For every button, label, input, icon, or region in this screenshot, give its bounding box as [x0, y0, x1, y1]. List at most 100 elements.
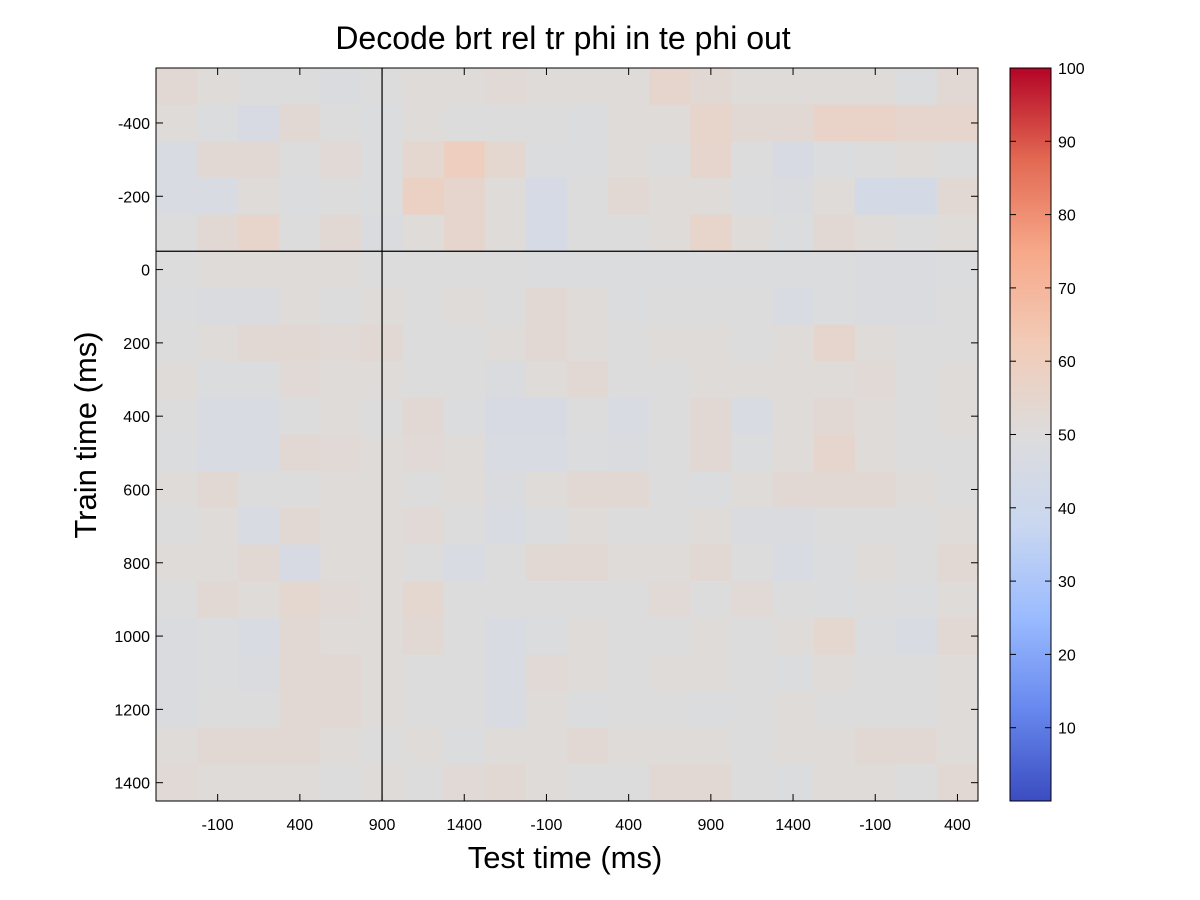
heatmap-cell: [690, 324, 732, 362]
heatmap-cell: [525, 361, 568, 399]
heatmap-cell: [608, 471, 650, 509]
heatmap-cell: [649, 507, 691, 546]
heatmap-cell: [731, 544, 774, 582]
heatmap-cell: [895, 544, 938, 582]
heatmap-cell: [649, 251, 691, 289]
heatmap-cell: [197, 727, 239, 765]
heatmap-cell: [731, 617, 774, 655]
heatmap-cell: [649, 324, 691, 362]
x-tick-label: -100: [859, 817, 891, 834]
heatmap-cell: [813, 727, 856, 765]
colorbar-ticks: 10 20 30 40 50 60 70 80 90 100: [1010, 61, 1085, 738]
y-tick-label: -400: [118, 116, 150, 133]
heatmap-cell: [197, 324, 239, 362]
heatmap-cell: [731, 507, 774, 546]
heatmap-cell: [279, 434, 321, 472]
heatmap-cell: [197, 177, 239, 216]
heatmap-cell: [608, 287, 650, 326]
heatmap-cell: [854, 397, 897, 436]
heatmap-cell: [608, 654, 650, 692]
heatmap-cell: [731, 324, 774, 362]
heatmap-cell: [772, 691, 815, 729]
plot-frame: [155, 67, 979, 802]
heatmap-cell: [279, 104, 321, 142]
heatmap-cell: [854, 434, 897, 472]
heatmap-cell: [156, 654, 198, 692]
heatmap-cell: [772, 654, 815, 692]
heatmap-cell: [895, 471, 938, 509]
heatmap-cell: [238, 104, 280, 142]
heatmap-cell: [608, 397, 650, 436]
colorbar-tick-label: 50: [1058, 428, 1076, 445]
heatmap-cell: [484, 691, 527, 729]
heatmap-cell: [484, 764, 527, 802]
heatmap-cell: [690, 471, 732, 509]
heatmap-cell: [238, 691, 280, 729]
heatmap-cell: [156, 581, 198, 619]
heatmap-cell: [402, 764, 445, 802]
heatmap-cell: [854, 544, 897, 582]
heatmap-cell: [320, 361, 363, 399]
colorbar-tick-label: 90: [1058, 134, 1076, 151]
heatmap-cell: [402, 507, 445, 546]
heatmap-cell: [238, 287, 280, 326]
heatmap-cell: [731, 727, 774, 765]
heatmap-cell: [567, 251, 609, 289]
heatmap-cell: [443, 251, 486, 289]
colorbar-tick-label: 20: [1058, 647, 1076, 664]
heatmap-cell: [238, 177, 280, 216]
heatmap-cell: [772, 251, 815, 289]
heatmap-cell: [484, 434, 527, 472]
heatmap-cell: [156, 361, 198, 399]
heatmap-cell: [772, 361, 815, 399]
heatmap-cell: [279, 141, 321, 179]
heatmap-cell: [197, 251, 239, 289]
heatmap-cell: [279, 397, 321, 436]
heatmap-cell: [608, 691, 650, 729]
heatmap-cell: [402, 434, 445, 472]
heatmap-cell: [320, 251, 363, 289]
heatmap-cell: [279, 251, 321, 289]
heatmap-cell: [854, 507, 897, 546]
heatmap-cell: [895, 177, 938, 216]
heatmap-cell: [156, 214, 198, 252]
heatmap-cell: [320, 544, 363, 582]
heatmap-cell: [731, 691, 774, 729]
heatmap-cell: [895, 214, 938, 252]
heatmap-cell: [279, 214, 321, 252]
heatmap-cell: [649, 764, 691, 802]
heatmap-cell: [731, 177, 774, 216]
heatmap-cell: [772, 544, 815, 582]
heatmap-cell: [567, 654, 609, 692]
heatmap-cell: [649, 214, 691, 252]
heatmap-cell: [690, 104, 732, 142]
heatmap-cell: [238, 507, 280, 546]
heatmap-cell: [936, 507, 979, 546]
heatmap-cell: [279, 361, 321, 399]
heatmap-cell: [649, 177, 691, 216]
heatmap-cell: [567, 764, 609, 802]
colorbar-tick-label: 10: [1058, 721, 1076, 738]
heatmap-cell: [731, 434, 774, 472]
heatmap-cell: [402, 654, 445, 692]
y-tick-label: 600: [123, 482, 150, 499]
heatmap-cell: [731, 141, 774, 179]
heatmap-cell: [402, 287, 445, 326]
heatmap-cell: [320, 764, 363, 802]
heatmap-cell: [813, 471, 856, 509]
heatmap-cell: [197, 471, 239, 509]
heatmap-cell: [197, 397, 239, 436]
heatmap-cell: [402, 397, 445, 436]
reference-lines: [156, 68, 978, 801]
heatmap-cell: [525, 471, 568, 509]
heatmap-cell: [484, 141, 527, 179]
heatmap-cell: [443, 471, 486, 509]
y-tick-label: 400: [123, 409, 150, 426]
colorbar-tick-label: 100: [1058, 61, 1085, 78]
heatmap-cell: [238, 654, 280, 692]
heatmap-cell: [484, 287, 527, 326]
heatmap-cell: [649, 361, 691, 399]
heatmap-cell: [854, 287, 897, 326]
heatmap-cell: [525, 287, 568, 326]
heatmap-cell: [608, 324, 650, 362]
